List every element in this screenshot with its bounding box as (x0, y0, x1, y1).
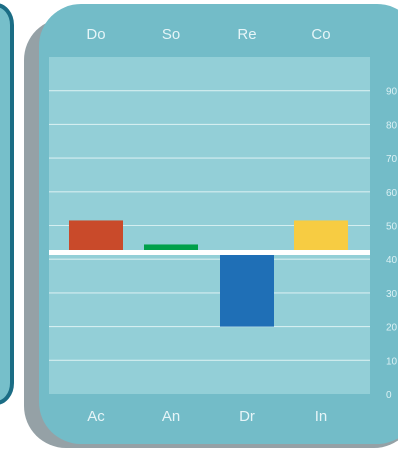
bar-ac (69, 220, 123, 253)
y-tick-50: 50 (386, 222, 398, 233)
category-label-3: In (315, 408, 328, 425)
top-label-2: Re (237, 26, 256, 43)
category-label-2: Dr (239, 408, 255, 425)
top-label-1: So (162, 26, 180, 43)
top-label-3: Co (311, 26, 330, 43)
y-tick-0: 0 (386, 390, 392, 401)
y-tick-40: 40 (386, 255, 398, 266)
category-label-0: Ac (87, 408, 105, 425)
y-tick-90: 90 (386, 87, 398, 98)
y-tick-30: 30 (386, 289, 398, 300)
bars-group (69, 220, 348, 327)
y-tick-70: 70 (386, 154, 398, 165)
category-label-1: An (162, 408, 180, 425)
bar-dr (220, 252, 274, 327)
bar-in (294, 220, 348, 253)
y-tick-80: 80 (386, 120, 398, 131)
bar-an (144, 244, 198, 253)
y-tick-10: 10 (386, 356, 398, 367)
top-label-0: Do (86, 26, 105, 43)
left-panel (0, 3, 14, 405)
y-tick-labels: 90 80 70 60 50 40 30 20 10 0 (386, 87, 398, 401)
y-tick-60: 60 (386, 188, 398, 199)
y-tick-20: 20 (386, 323, 398, 334)
